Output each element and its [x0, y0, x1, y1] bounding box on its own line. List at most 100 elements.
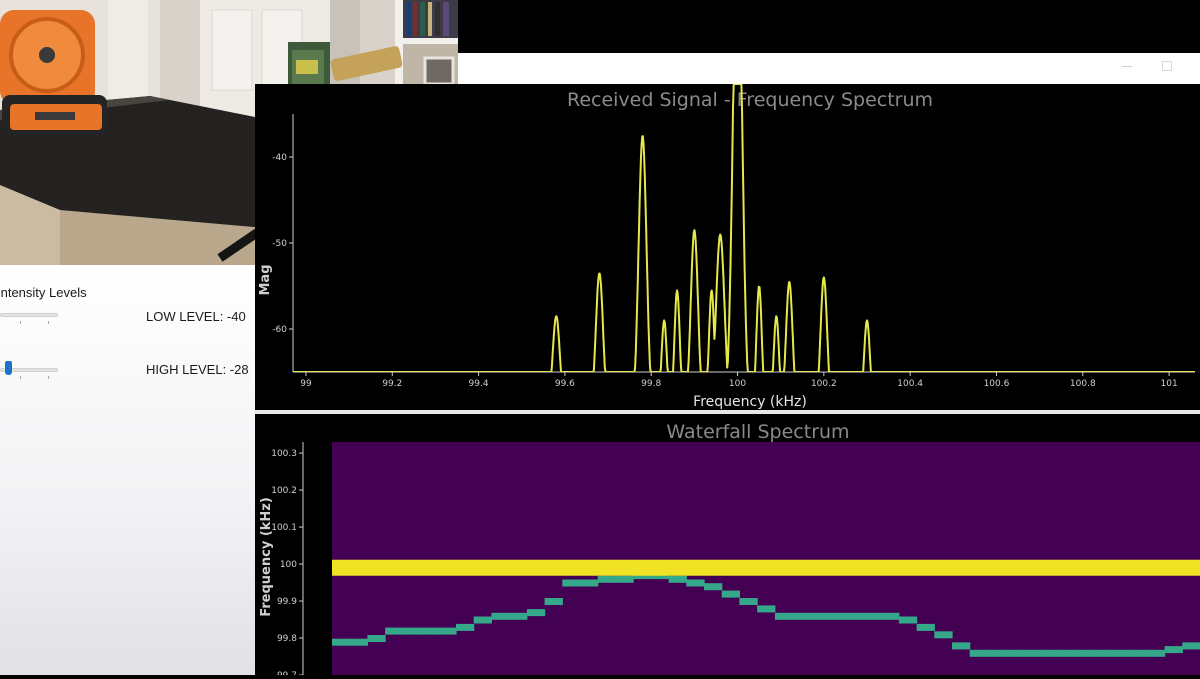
waterfall-trace-segment: [898, 616, 918, 624]
waterfall-trace-segment: [544, 598, 563, 605]
waterfall-trace-segment: [774, 612, 794, 620]
waterfall-trace-segment: [349, 638, 368, 646]
spectrum-series-line: [293, 84, 1195, 372]
waterfall-trace-segment: [969, 649, 988, 657]
waterfall-title: Waterfall Spectrum: [666, 421, 849, 443]
waterfall-trace: [332, 572, 1200, 657]
high-level-slider-track[interactable]: [0, 368, 58, 372]
spectrum-x-tick-label: 101: [1161, 379, 1178, 389]
waterfall-trace-segment: [420, 627, 439, 635]
waterfall-trace-segment: [526, 609, 546, 617]
window-title-bar: [458, 53, 1200, 84]
slider-tick: [48, 376, 49, 379]
waterfall-trace-segment: [952, 642, 971, 650]
waterfall-y-axis-label: Frequency (kHz): [259, 497, 274, 617]
waterfall-trace-segment: [1076, 649, 1095, 657]
spectrum-x-axis-label: Frequency (kHz): [693, 394, 807, 410]
waterfall-trace-segment: [1093, 649, 1112, 657]
waterfall-trace-segment: [1022, 649, 1042, 657]
spectrum-axes: 99 99.2 99.4 99.6 99.8 100 100.2 100.4 100.6 100.…: [272, 114, 1195, 389]
spectrum-y-axis-label: Mag: [258, 264, 273, 295]
high-level-slider[interactable]: [0, 361, 58, 379]
waterfall-carrier-band: [332, 559, 1200, 576]
low-level-label: LOW LEVEL: -40: [146, 309, 246, 324]
waterfall-trace-segment: [332, 638, 351, 646]
waterfall-trace-segment: [792, 612, 811, 620]
spectrum-plot-panel: Received Signal - Frequency Spectrum Mag…: [255, 84, 1200, 410]
slider-tick: [20, 321, 21, 324]
spectrum-x-tick-label: 100.4: [897, 379, 923, 389]
waterfall-trace-segment: [580, 579, 599, 587]
plot-divider: [255, 410, 1200, 414]
intensity-levels-title: Intensity Levels: [0, 285, 87, 300]
waterfall-trace-segment: [402, 627, 422, 635]
spectrum-x-tick-label: 99: [300, 379, 312, 389]
waterfall-trace-segment: [757, 605, 776, 613]
waterfall-trace-segment: [597, 575, 616, 583]
spectrum-y-tick-label: -40: [272, 153, 287, 163]
waterfall-trace-segment: [987, 649, 1006, 657]
spectrum-x-tick-label: 99.8: [641, 379, 661, 389]
waterfall-trace-segment: [1182, 642, 1200, 650]
spectrum-y-tick-label: -50: [272, 239, 287, 249]
slider-tick: [20, 376, 21, 379]
waterfall-trace-segment: [456, 623, 475, 631]
control-panel: Intensity Levels LOW LEVEL: -40 HIGH LEV…: [0, 265, 255, 675]
waterfall-trace-segment: [704, 583, 723, 591]
waterfall-trace-segment: [367, 635, 386, 642]
waterfall-y-tick-label: 99.9: [277, 597, 297, 607]
waterfall-y-tick-label: 100.1: [271, 523, 297, 533]
spectrum-x-tick-label: 99.2: [382, 379, 402, 389]
waterfall-trace-segment: [668, 575, 687, 583]
waterfall-trace-segment: [562, 579, 581, 587]
waterfall-trace-segment: [845, 612, 864, 620]
spectrum-y-tick-label: -60: [272, 325, 287, 335]
waterfall-trace-segment: [863, 612, 882, 620]
maximize-icon[interactable]: [1158, 57, 1176, 75]
waterfall-trace-segment: [828, 612, 847, 620]
waterfall-trace-segment: [881, 612, 900, 620]
spectrum-title: Received Signal - Frequency Spectrum: [567, 89, 933, 111]
high-level-label: HIGH LEVEL: -28: [146, 362, 249, 377]
waterfall-trace-segment: [721, 590, 740, 598]
waterfall-trace-segment: [686, 579, 705, 587]
slider-tick: [48, 321, 49, 324]
waterfall-trace-segment: [810, 612, 829, 620]
spectrum-x-tick-label: 99.6: [555, 379, 575, 389]
waterfall-axes: 100.3 100.2 100.1 100 99.9 99.8 99.7: [271, 442, 304, 679]
waterfall-trace-segment: [1146, 649, 1166, 657]
waterfall-trace-segment: [615, 575, 634, 583]
waterfall-trace-segment: [934, 631, 953, 639]
waterfall-trace-segment: [739, 598, 758, 605]
waterfall-trace-segment: [491, 612, 510, 620]
waterfall-trace-segment: [1005, 649, 1024, 657]
waterfall-background: [332, 442, 1200, 675]
minimize-icon[interactable]: [1118, 57, 1136, 75]
spectrum-x-tick-label: 99.4: [469, 379, 489, 389]
waterfall-trace-segment: [473, 616, 492, 624]
low-level-slider[interactable]: [0, 309, 58, 324]
waterfall-trace-segment: [1058, 649, 1077, 657]
waterfall-y-tick-label: 99.7: [277, 671, 297, 675]
waterfall-y-tick-label: 100.2: [271, 486, 297, 496]
waterfall-y-tick-label: 100.3: [271, 449, 297, 459]
waterfall-trace-segment: [1111, 649, 1130, 657]
waterfall-y-tick-label: 99.8: [277, 634, 297, 644]
spectrum-x-tick-label: 100.8: [1070, 379, 1096, 389]
waterfall-trace-segment: [1040, 649, 1059, 657]
waterfall-trace-segment: [438, 627, 457, 635]
spectrum-chart: Received Signal - Frequency Spectrum Mag…: [258, 84, 1195, 410]
waterfall-chart: Waterfall Spectrum Frequency (kHz) 100.3…: [259, 421, 1200, 679]
spectrum-x-tick-label: 100.2: [811, 379, 837, 389]
waterfall-trace-segment: [1164, 646, 1183, 654]
spectrum-x-tick-label: 100: [729, 379, 746, 389]
low-level-slider-track[interactable]: [0, 313, 58, 317]
high-level-slider-handle[interactable]: [5, 361, 12, 375]
waterfall-y-tick-label: 100: [280, 560, 297, 570]
waterfall-trace-segment: [916, 623, 935, 631]
waterfall-trace-segment: [1129, 649, 1148, 657]
waterfall-plot-panel: Waterfall Spectrum Frequency (kHz) 100.3…: [255, 414, 1200, 679]
spectrum-x-tick-label: 100.6: [984, 379, 1010, 389]
waterfall-trace-segment: [509, 612, 528, 620]
waterfall-trace-segment: [385, 627, 404, 635]
